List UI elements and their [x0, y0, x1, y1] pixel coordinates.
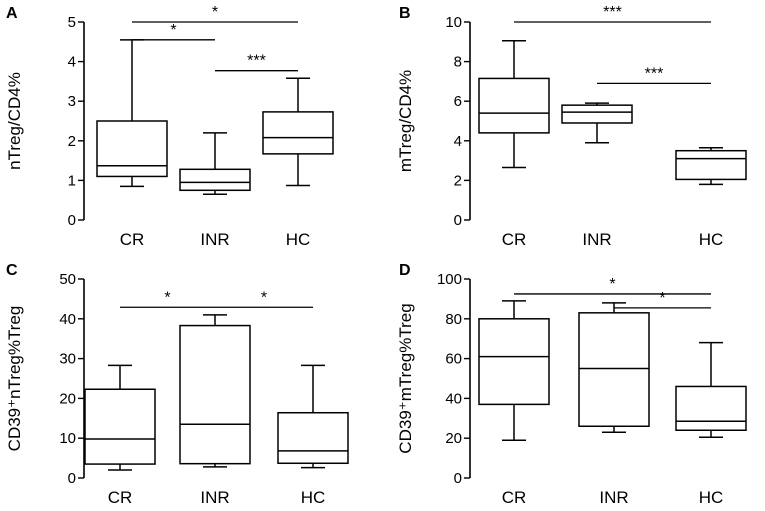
- y-tick-label: 4: [68, 54, 76, 71]
- panel-letter: D: [399, 262, 411, 279]
- panel-letter: B: [399, 5, 411, 22]
- significance-inr-hc: *: [614, 290, 711, 309]
- iqr-box: [262, 111, 334, 155]
- significance-label: *: [609, 276, 615, 293]
- iqr-box: [179, 324, 251, 465]
- x-category-label: CR: [120, 230, 145, 249]
- box-plot-inr: [561, 102, 633, 144]
- box-plot-inr: [179, 132, 251, 196]
- significance-label: *: [170, 22, 176, 39]
- box-plot-cr: [478, 40, 550, 169]
- y-tick-label: 60: [445, 351, 462, 368]
- iqr-box: [179, 168, 251, 192]
- iqr-box: [478, 77, 550, 134]
- significance-label: *: [261, 289, 267, 306]
- y-tick-label: 0: [454, 470, 462, 487]
- y-tick-label: 10: [59, 430, 76, 447]
- x-category-label: INR: [582, 230, 611, 249]
- iqr-box: [578, 312, 650, 428]
- iqr-box: [84, 388, 156, 465]
- significance-label: *: [164, 289, 170, 306]
- y-tick-label: 30: [59, 351, 76, 368]
- significance-inr-hc: ***: [215, 53, 298, 72]
- x-category-label: HC: [699, 230, 724, 249]
- x-category-label: CR: [502, 488, 527, 507]
- x-category-label: HC: [301, 488, 326, 507]
- significance-cr-inr: *: [120, 289, 215, 308]
- box-plot-inr: [578, 302, 650, 433]
- y-axis-title: CD39⁺mTreg%Treg: [396, 303, 415, 453]
- y-tick-label: 0: [68, 470, 76, 487]
- y-axis-title: mTreg/CD4%: [396, 70, 415, 172]
- iqr-box: [561, 104, 633, 124]
- x-category-label: INR: [599, 488, 628, 507]
- iqr-box: [478, 318, 550, 406]
- significance-label: ***: [645, 65, 664, 82]
- box-plot-cr: [478, 300, 550, 441]
- y-tick-label: 1: [68, 172, 76, 189]
- significance-cr-inr: *: [132, 22, 215, 41]
- significance-cr-hc: *: [132, 4, 298, 23]
- y-tick-label: 4: [454, 133, 462, 150]
- box-plot-cr: [84, 364, 156, 471]
- iqr-box: [675, 149, 747, 181]
- y-tick-label: 50: [59, 271, 76, 288]
- x-category-label: CR: [502, 230, 527, 249]
- y-tick-label: 20: [59, 390, 76, 407]
- significance-cr-hc: ***: [514, 4, 711, 23]
- significance-label: *: [212, 4, 218, 21]
- panel-d: D CD39⁺mTreg%Treg 0 20 40 60 80 100 CR INR HC * *: [396, 262, 747, 507]
- box-plot-hc: [262, 77, 334, 187]
- significance-label: ***: [247, 53, 266, 70]
- significance-cr-hc: *: [514, 276, 711, 295]
- panel-letter: C: [6, 262, 18, 279]
- box-plot-inr: [179, 314, 251, 468]
- y-tick-label: 40: [445, 390, 462, 407]
- y-tick-label: 10: [445, 14, 462, 31]
- y-tick-label: 80: [445, 311, 462, 328]
- y-tick-label: 0: [68, 212, 76, 229]
- box-plot-hc: [277, 364, 349, 469]
- iqr-box: [675, 385, 747, 431]
- y-tick-label: 5: [68, 14, 76, 31]
- x-category-label: INR: [200, 488, 229, 507]
- significance-label: ***: [603, 4, 622, 21]
- box-plot-cr: [96, 39, 168, 188]
- panel-c: C CD39⁺nTreg%Treg 0 10 20 30 40 50 CR INR HC * *: [5, 262, 349, 507]
- box-plot-hc: [675, 146, 747, 186]
- panel-letter: A: [6, 5, 18, 22]
- x-category-label: CR: [108, 488, 133, 507]
- y-tick-label: 2: [68, 133, 76, 150]
- y-tick-label: 2: [454, 172, 462, 189]
- iqr-box: [96, 120, 168, 178]
- x-category-label: INR: [200, 230, 229, 249]
- significance-inr-hc: ***: [597, 65, 711, 85]
- y-tick-label: 20: [445, 430, 462, 447]
- y-axis-title: nTreg/CD4%: [5, 72, 24, 170]
- significance-inr-hc: *: [215, 289, 313, 308]
- box-plot-hc: [675, 341, 747, 438]
- iqr-box: [277, 411, 349, 465]
- significance-label: *: [659, 290, 665, 307]
- x-category-label: HC: [699, 488, 724, 507]
- y-tick-label: 40: [59, 311, 76, 328]
- y-tick-label: 8: [454, 54, 462, 71]
- x-category-label: HC: [286, 230, 311, 249]
- y-tick-label: 6: [454, 93, 462, 110]
- y-tick-label: 3: [68, 93, 76, 110]
- y-tick-label: 100: [437, 271, 462, 288]
- y-axis-title: CD39⁺nTreg%Treg: [5, 306, 24, 452]
- y-tick-label: 0: [454, 212, 462, 229]
